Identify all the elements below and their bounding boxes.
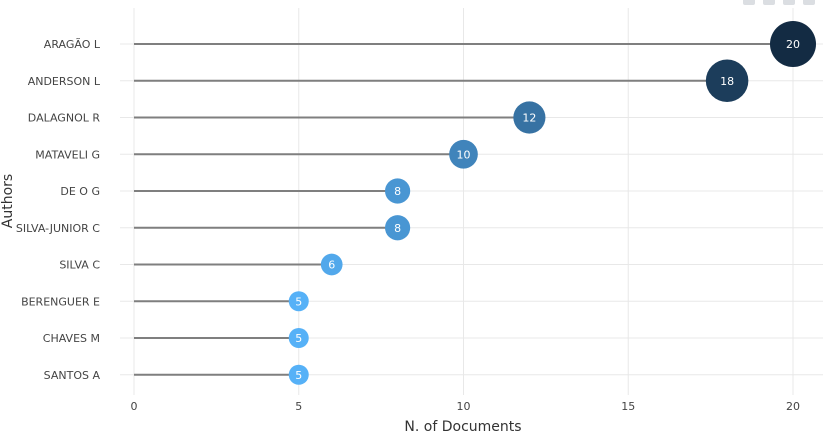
y-tick-label: ARAGÃO L: [44, 38, 101, 51]
data-label: 5: [295, 369, 302, 382]
lollipop-dot: [288, 328, 309, 348]
y-tick-label: DE O G: [60, 185, 100, 198]
chart-toolbar: [743, 0, 815, 6]
lollipop-dot: [288, 291, 309, 312]
lollipop-dot: [320, 253, 343, 276]
x-tick-labels: 0 5 10 15 20: [131, 400, 801, 413]
data-label: 6: [328, 259, 335, 272]
x-tick-label: 10: [457, 400, 471, 413]
lollipop-stems: [134, 43, 793, 376]
select-icon[interactable]: [783, 0, 795, 5]
x-tick-label: 5: [295, 400, 302, 413]
x-tick-label: 0: [131, 400, 138, 413]
data-label: 8: [394, 185, 401, 198]
data-label: 5: [295, 295, 302, 308]
pan-icon[interactable]: [763, 0, 775, 5]
x-tick-label: 15: [621, 400, 635, 413]
y-tick-label: SILVA C: [59, 259, 100, 272]
lollipop-dot: [513, 101, 546, 134]
y-tick-label: MATAVELI G: [35, 148, 100, 161]
data-label: 10: [457, 148, 471, 161]
x-axis-title: N. of Documents: [404, 419, 521, 435]
y-tick-label: CHAVES M: [43, 332, 100, 345]
y-tick-label: ANDERSON L: [28, 75, 101, 88]
y-tick-label: SILVA-JUNIOR C: [16, 222, 100, 235]
lollipop-dot: [770, 21, 816, 67]
lollipop-dot: [449, 139, 478, 169]
data-label: 20: [786, 38, 800, 51]
y-tick-label: DALAGNOL R: [28, 112, 101, 125]
data-label: 5: [295, 332, 302, 345]
data-label: 8: [394, 222, 401, 235]
y-tick-labels: ARAGÃO L ANDERSON L DALAGNOL R MATAVELI G DE…: [16, 38, 101, 382]
reset-icon[interactable]: [803, 0, 815, 5]
lollipop-dot: [385, 215, 411, 241]
lollipop-dot: [705, 59, 749, 103]
zoom-icon[interactable]: [743, 0, 755, 5]
y-axis-title: Authors: [0, 174, 16, 228]
lollipop-dots: 20 18 12 10 8 8 6 5 5 5: [288, 21, 816, 385]
lollipop-dot: [385, 178, 411, 204]
x-tick-label: 20: [786, 400, 800, 413]
y-tick-label: BERENGUER E: [21, 295, 100, 308]
data-label: 18: [720, 75, 734, 88]
y-tick-label: SANTOS A: [44, 369, 101, 382]
data-label: 12: [522, 112, 536, 125]
lollipop-dot: [288, 364, 309, 385]
